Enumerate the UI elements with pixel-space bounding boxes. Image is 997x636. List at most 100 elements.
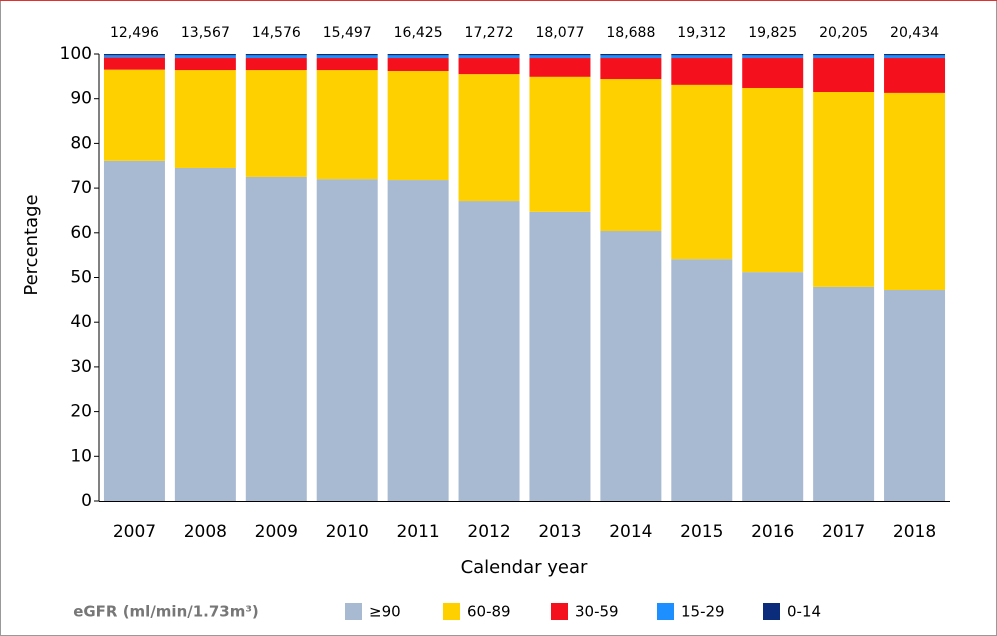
total-label: 17,272 (465, 25, 514, 41)
bar-segment (458, 55, 520, 59)
bar-segment (103, 160, 165, 501)
total-label: 16,425 (394, 25, 443, 41)
x-tick-label: 2009 (255, 522, 298, 542)
y-tick-label: 50 (70, 268, 92, 288)
bar-segment (387, 55, 449, 59)
x-tick-label: 2015 (680, 522, 723, 542)
bar-segment (458, 54, 520, 56)
total-label: 12,496 (110, 25, 159, 41)
bar-segment (600, 54, 662, 56)
bar-segment (387, 180, 449, 501)
x-tick-label: 2017 (822, 522, 865, 542)
legend-swatch (443, 603, 460, 620)
bar-segment (671, 58, 733, 85)
bar-segment (813, 91, 875, 287)
legend-label: 15-29 (681, 603, 725, 621)
legend-label: ≥90 (369, 603, 401, 621)
y-tick-label: 100 (60, 44, 92, 64)
bar-segment (742, 87, 804, 273)
bar-segment (529, 211, 591, 501)
bar-segment (884, 55, 946, 59)
bar-segment (245, 70, 307, 177)
x-tick-label: 2016 (751, 522, 794, 542)
x-tick-label: 2013 (538, 522, 581, 542)
bar-segment (671, 84, 733, 260)
bar-segment (813, 54, 875, 56)
bar-segment (600, 231, 662, 501)
y-tick-label: 90 (70, 89, 92, 109)
bar-segment (245, 55, 307, 59)
bar-segment (529, 76, 591, 212)
bar-segment (316, 58, 378, 71)
bar-segment (458, 58, 520, 75)
total-label: 19,312 (677, 25, 726, 41)
bar-segment (600, 55, 662, 59)
y-tick-label: 30 (70, 357, 92, 377)
bar-segment (174, 55, 236, 59)
bar-segment (387, 70, 449, 181)
total-label: 20,434 (890, 25, 939, 41)
bar-segment (600, 79, 662, 232)
bar-segment (813, 58, 875, 92)
bar-segment (742, 272, 804, 501)
bar-segment (174, 58, 236, 71)
bar-segment (103, 55, 165, 58)
bar-segment (458, 74, 520, 202)
bar-segment (387, 58, 449, 71)
y-tick-label: 70 (70, 178, 92, 198)
bar-segment (245, 176, 307, 502)
x-axis-title: Calendar year (461, 557, 588, 578)
bar-segment (174, 70, 236, 168)
bar-segment (600, 58, 662, 80)
bar-segment (316, 179, 378, 501)
legend-label: 0-14 (787, 603, 821, 621)
bar-segment (174, 167, 236, 502)
bar-segment (529, 54, 591, 56)
legend-swatch (763, 603, 780, 620)
legend-swatch (551, 603, 568, 620)
bar-segment (458, 201, 520, 502)
y-tick-label: 60 (70, 223, 92, 243)
y-tick-label: 10 (70, 446, 92, 466)
total-label: 20,205 (819, 25, 868, 41)
bar-segment (742, 54, 804, 56)
y-tick-label: 80 (70, 133, 92, 153)
total-label: 14,576 (252, 25, 301, 41)
x-tick-label: 2018 (893, 522, 936, 542)
bar-segment (245, 58, 307, 71)
bar-segment (884, 54, 946, 56)
bar-segment (316, 54, 378, 56)
y-axis-title: Percentage (21, 194, 42, 295)
bar-segment (671, 259, 733, 501)
legend-swatch (345, 603, 362, 620)
x-tick-label: 2011 (396, 522, 439, 542)
bar-segment (174, 54, 236, 56)
legend-label: 60-89 (467, 603, 511, 621)
total-label: 18,077 (535, 25, 584, 41)
total-label: 13,567 (181, 25, 230, 41)
bar-segment (884, 290, 946, 501)
bar-segment (103, 54, 165, 56)
total-label: 19,825 (748, 25, 797, 41)
total-label: 18,688 (606, 25, 655, 41)
bar-segment (245, 54, 307, 56)
bar-segment (813, 286, 875, 501)
legend-label: 30-59 (575, 603, 619, 621)
x-tick-label: 2008 (184, 522, 227, 542)
bar-segment (884, 58, 946, 93)
x-tick-label: 2007 (113, 522, 156, 542)
bar-segment (671, 54, 733, 56)
bar-segment (884, 92, 946, 291)
bar-segment (103, 69, 165, 161)
bar-segment (316, 70, 378, 180)
x-tick-label: 2014 (609, 522, 652, 542)
bar-segment (387, 54, 449, 56)
total-label: 15,497 (323, 25, 372, 41)
legend-swatch (657, 603, 674, 620)
bar-segment (103, 57, 165, 70)
bar-segment (671, 55, 733, 59)
x-tick-label: 2012 (467, 522, 510, 542)
bar-segment (742, 58, 804, 88)
y-tick-label: 0 (81, 491, 92, 511)
